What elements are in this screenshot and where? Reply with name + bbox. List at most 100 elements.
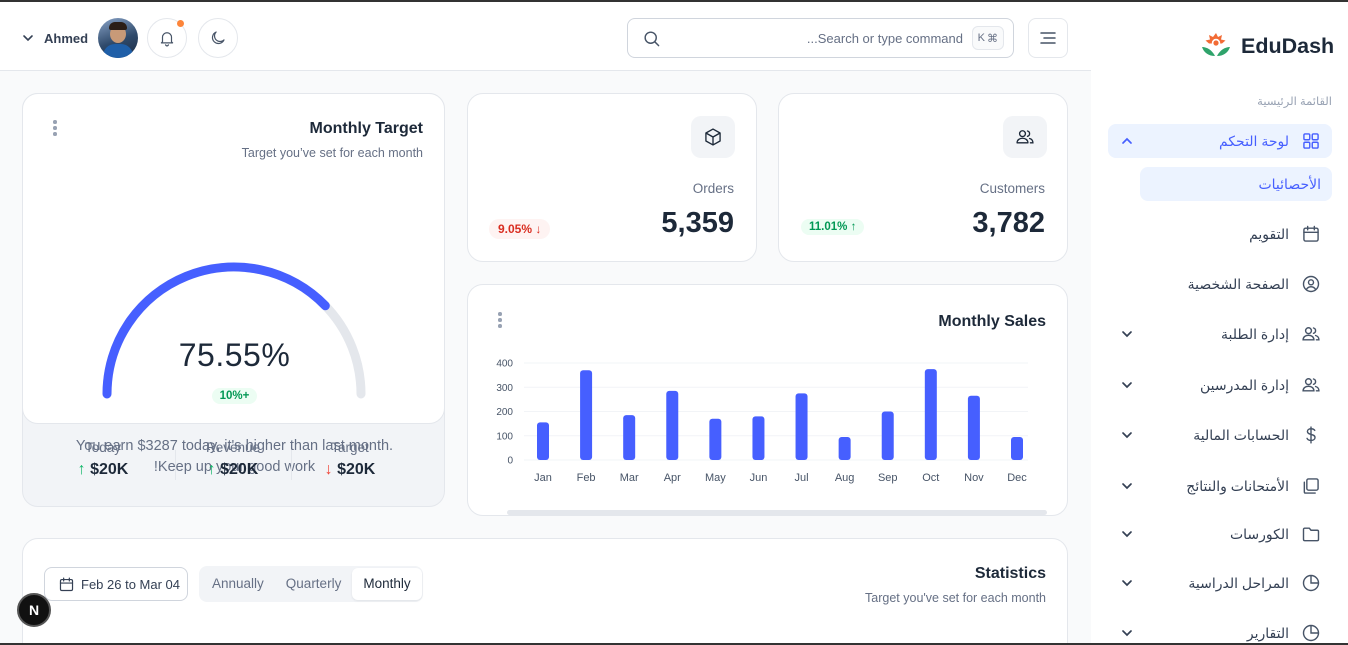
bar-jul[interactable] — [795, 393, 808, 460]
message-line-2: !Keep up your good work — [153, 459, 316, 475]
bar-jan[interactable] — [537, 422, 549, 460]
chevron-down-icon — [1122, 580, 1132, 587]
sidebar-item-profile[interactable]: الصفحة الشخصية — [1108, 267, 1332, 301]
copy-icon — [1303, 478, 1319, 494]
bar-oct[interactable] — [924, 369, 937, 460]
stat-revenue: Revenue ↑ $20K — [173, 440, 293, 479]
bar-may[interactable] — [709, 418, 722, 460]
x-tick-label: Dec — [1007, 472, 1027, 484]
sidebar-item-label: الحسابات المالية — [1193, 426, 1289, 443]
y-tick-label: 300 — [496, 383, 513, 394]
users-icon — [1302, 378, 1320, 392]
x-tick-label: Feb — [577, 472, 596, 484]
monthly-target-panel: Monthly Target Target you’ve set for eac… — [22, 93, 445, 475]
search-bar[interactable]: ...Search or type command K ⌘ — [627, 18, 1014, 58]
y-tick-label: 0 — [507, 456, 513, 467]
change-badge-down: 9.05% ↓ — [489, 219, 551, 239]
tab-annually[interactable]: Annually — [212, 576, 264, 591]
sidebar-item-label: إدارة الطلبة — [1220, 325, 1289, 342]
y-tick-label: 400 — [496, 359, 513, 370]
x-tick-label: Aug — [835, 472, 855, 484]
more-options-icon[interactable] — [498, 312, 502, 330]
bar-nov[interactable] — [967, 395, 980, 460]
theme-toggle-button[interactable] — [198, 18, 238, 58]
monthly-sales-card: Monthly Sales 0 100 200 300 400 Jan Feb Mar Apr M… — [467, 284, 1068, 516]
bar-apr[interactable] — [666, 390, 679, 460]
stat-value: $20K — [90, 461, 129, 478]
sidebar-item-calendar[interactable]: التقويم — [1108, 217, 1332, 251]
arrow-down-icon: ↓ — [535, 222, 542, 236]
stat-label: Target — [331, 440, 369, 455]
notification-dot — [177, 20, 184, 27]
arrow-up-icon: ↑ — [850, 221, 857, 233]
calendar-icon — [1303, 225, 1319, 242]
divider — [291, 450, 292, 480]
notification-button[interactable] — [147, 18, 187, 58]
tab-quarterly[interactable]: Quarterly — [285, 576, 342, 591]
more-options-icon[interactable] — [53, 120, 57, 138]
stat-today: Today ↑ $20K — [43, 440, 163, 479]
folder-icon — [1302, 527, 1320, 542]
statistics-title: Statistics — [974, 565, 1046, 582]
metric-value: 3,782 — [972, 207, 1045, 239]
sidebar-item-label: الأمتحانات والنتائج — [1186, 477, 1289, 494]
user-menu[interactable]: Ahmed — [22, 18, 139, 58]
sidebar — [1091, 0, 1348, 645]
stat-value: $20K — [220, 461, 259, 478]
user-circle-icon — [1302, 275, 1320, 293]
customers-card: Customers 3,782 11.01% ↑ — [778, 93, 1068, 262]
sidebar-item-stages[interactable]: المراحل الدراسية — [1108, 566, 1332, 600]
sidebar-item-teachers[interactable]: إدارة المدرسين — [1108, 368, 1332, 402]
dev-tools-button[interactable]: N — [17, 593, 51, 627]
y-tick-label: 100 — [496, 431, 513, 442]
x-tick-label: May — [705, 472, 726, 484]
gauge-track — [102, 262, 366, 399]
search-input[interactable]: ...Search or type command — [806, 30, 963, 46]
chevron-down-icon — [1122, 531, 1132, 538]
dollar-icon — [1306, 426, 1316, 444]
sidebar-item-reports[interactable]: التقارير — [1108, 616, 1332, 645]
chevron-down-icon — [1122, 331, 1132, 338]
menu-icon — [1040, 32, 1056, 44]
logo-icon — [1202, 33, 1230, 56]
moon-icon — [211, 31, 225, 45]
avatar[interactable] — [98, 18, 139, 58]
x-tick-label: Apr — [664, 472, 681, 484]
chart-title: Monthly Sales — [938, 313, 1046, 330]
x-tick-label: Jun — [750, 472, 768, 484]
sidebar-subitem-statistics[interactable]: الأحصائيات — [1140, 167, 1332, 201]
sidebar-toggle-button[interactable] — [1028, 18, 1068, 58]
brand-name: EduDash — [1241, 33, 1335, 58]
bar-sep[interactable] — [881, 411, 894, 461]
chevron-down-icon — [1122, 630, 1132, 637]
sidebar-item-label: التقويم — [1249, 225, 1289, 242]
users-icon — [1302, 327, 1320, 341]
top-header: Ahmed ...Search or type command K ⌘ — [0, 0, 1091, 71]
y-tick-label: 200 — [496, 407, 513, 418]
sidebar-item-exams[interactable]: الأمتحانات والنتائج — [1108, 469, 1332, 503]
command-key-icon: ⌘ — [987, 32, 998, 45]
bar-mar[interactable] — [623, 415, 636, 460]
sidebar-item-finance[interactable]: الحسابات المالية — [1108, 418, 1332, 452]
bar-feb[interactable] — [580, 370, 593, 460]
x-tick-label: Oct — [922, 472, 939, 484]
x-tick-label: Nov — [964, 472, 984, 484]
sidebar-item-courses[interactable]: الكورسات — [1108, 517, 1332, 551]
target-change-badge: 10%+ — [211, 388, 258, 404]
sidebar-item-label: المراحل الدراسية — [1188, 574, 1289, 591]
bar-aug[interactable] — [838, 436, 851, 460]
chart-scrollbar[interactable] — [507, 510, 1047, 515]
bar-dec[interactable] — [1011, 436, 1023, 460]
date-range-picker[interactable]: Feb 26 to Mar 04 — [44, 567, 188, 601]
bar-jun[interactable] — [752, 416, 765, 460]
tab-monthly[interactable]: Monthly — [352, 568, 422, 600]
sidebar-item-dashboard[interactable]: لوحة التحكم — [1108, 124, 1332, 158]
grid-icon — [1303, 133, 1319, 149]
sidebar-item-students[interactable]: إدارة الطلبة — [1108, 317, 1332, 351]
arrow-down-icon: ↓ — [324, 461, 333, 478]
target-message: You earn $3287 today, it's higher than l… — [63, 436, 406, 478]
sidebar-item-label: الكورسات — [1229, 525, 1289, 542]
window-border — [0, 643, 1348, 645]
sales-bar-chart: 0 100 200 300 400 Jan Feb Mar Apr May Jun Jul Aug Sep… — [496, 359, 1028, 484]
brand-logo[interactable]: EduDash — [1199, 30, 1334, 62]
